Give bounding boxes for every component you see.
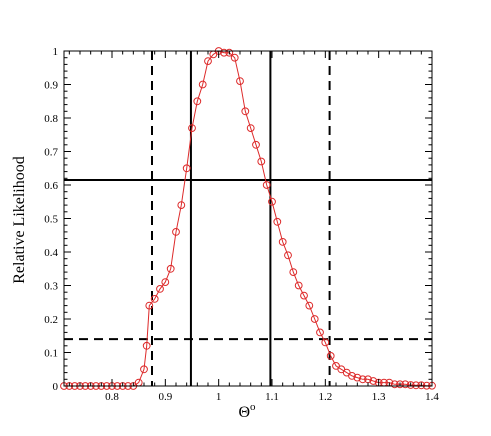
y-tick-label: 0.7 bbox=[44, 147, 58, 159]
x-tick-label: 0.8 bbox=[105, 391, 119, 403]
data-point bbox=[273, 217, 282, 226]
data-point bbox=[412, 381, 420, 390]
data-point bbox=[246, 124, 255, 133]
x-axis-title-symbol: Θ bbox=[238, 404, 250, 421]
data-point bbox=[177, 201, 186, 210]
y-tick-label: 0.5 bbox=[44, 214, 58, 226]
axes-layer bbox=[63, 50, 433, 387]
y-tick-label: 0.1 bbox=[44, 348, 58, 360]
data-point bbox=[161, 278, 170, 287]
x-tick-label: 1.2 bbox=[318, 391, 332, 403]
data-point bbox=[396, 380, 404, 389]
data-point bbox=[326, 352, 335, 360]
data-point bbox=[268, 197, 276, 206]
data-point bbox=[294, 281, 303, 290]
data-point bbox=[241, 107, 250, 116]
data-point bbox=[172, 228, 180, 236]
y-tick-label: 0.9 bbox=[44, 80, 58, 92]
data-point bbox=[225, 48, 234, 57]
data-point bbox=[252, 140, 260, 149]
data-point bbox=[204, 57, 212, 65]
data-point bbox=[230, 53, 239, 62]
x-tick-label: 0.9 bbox=[158, 391, 172, 403]
data-point bbox=[262, 181, 271, 189]
x-tick-label: 1 bbox=[216, 391, 222, 403]
data-point bbox=[305, 301, 314, 310]
y-axis-title: Relative Likelihood bbox=[11, 156, 28, 284]
data-point bbox=[150, 295, 159, 303]
data-point bbox=[401, 380, 410, 389]
y-tick-label: 0.3 bbox=[44, 281, 58, 293]
x-axis-title-superscript: o bbox=[250, 401, 256, 413]
data-point bbox=[182, 164, 191, 173]
data-point bbox=[188, 124, 196, 133]
data-point bbox=[321, 338, 330, 347]
data-point bbox=[140, 365, 148, 374]
data-point bbox=[145, 301, 154, 310]
data-point bbox=[284, 251, 292, 260]
data-point bbox=[316, 328, 324, 337]
data-point bbox=[369, 377, 378, 385]
y-tick-label: 0.8 bbox=[44, 113, 58, 125]
data-point bbox=[236, 77, 244, 85]
data-point bbox=[390, 380, 399, 389]
y-tick-label: 0 bbox=[53, 381, 59, 393]
series-line bbox=[64, 50, 432, 387]
reference-lines bbox=[64, 51, 432, 386]
data-point bbox=[257, 157, 266, 166]
data-point bbox=[417, 381, 426, 390]
data-point bbox=[300, 291, 308, 300]
data-point bbox=[310, 315, 319, 323]
y-tick-label: 0.4 bbox=[44, 247, 58, 259]
data-point bbox=[193, 97, 202, 106]
plot-frame bbox=[63, 50, 433, 387]
data-point bbox=[406, 381, 415, 389]
x-tick-label: 1.1 bbox=[265, 391, 279, 403]
data-point bbox=[348, 372, 356, 380]
x-tick-label: 1.4 bbox=[425, 391, 439, 403]
y-tick-label: 0.6 bbox=[44, 180, 58, 192]
data-point bbox=[289, 268, 298, 277]
y-tick-label: 1 bbox=[53, 46, 59, 58]
data-point bbox=[358, 375, 367, 384]
data-point bbox=[156, 285, 164, 293]
data-point bbox=[353, 373, 362, 382]
data-point bbox=[220, 48, 228, 57]
x-tick-label: 1.3 bbox=[372, 391, 386, 403]
x-axis-title: Θo bbox=[238, 401, 256, 421]
data-point bbox=[278, 238, 287, 246]
data-point bbox=[166, 264, 175, 273]
data-point bbox=[142, 341, 151, 350]
ticks-layer: 0.8 0.9 1 1.1 1.2 1.3 1.4 0 0.1 0.2 0.3 0.4 0.5 0.6 0.… bbox=[44, 46, 439, 403]
y-tick-label: 0.2 bbox=[44, 314, 58, 326]
data-point bbox=[198, 80, 207, 89]
